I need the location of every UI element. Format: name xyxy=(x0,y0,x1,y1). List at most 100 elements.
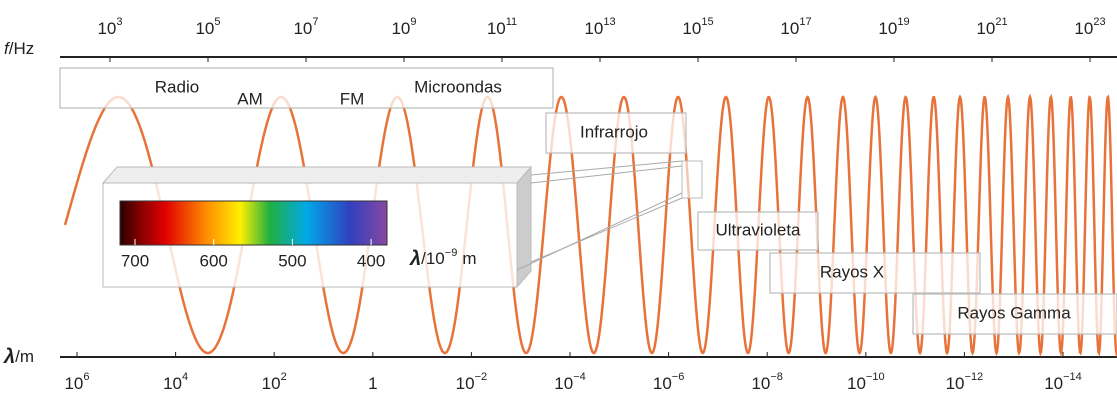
tick-base: 10 xyxy=(97,19,116,38)
tick-base: 10 xyxy=(584,19,603,38)
tick-base: 1 xyxy=(368,374,377,393)
tick-label: 10−14 xyxy=(1044,371,1082,394)
tick-base: 10 xyxy=(847,374,866,393)
tick-label: 600 xyxy=(200,251,228,270)
tick-label: 700 xyxy=(121,251,149,270)
xray-box xyxy=(769,252,981,294)
visible-gradient xyxy=(119,200,388,246)
visible-unit-exp: −9 xyxy=(445,247,458,259)
visible-window xyxy=(681,160,703,199)
tick-label: 1 xyxy=(368,374,377,393)
visible-axis-label: λ/10−9 m xyxy=(409,247,476,270)
tick-label: 1011 xyxy=(487,16,517,39)
region-label: Infrarrojo xyxy=(580,122,648,141)
connector xyxy=(516,192,683,271)
visible-light-box: λ/10−9 m 700 600 500 400 xyxy=(101,160,703,289)
tick-base: 10 xyxy=(391,19,410,38)
region-label: Microondas xyxy=(414,77,502,96)
visible-symbol: λ xyxy=(409,248,421,270)
tick-base: 10 xyxy=(653,374,672,393)
tick-label: 10−2 xyxy=(456,371,487,394)
tick-label: 10−8 xyxy=(751,371,782,394)
tick-exp: −2 xyxy=(475,371,488,383)
tick-base: 10 xyxy=(878,19,897,38)
region-label: FM xyxy=(340,89,365,108)
radio-box xyxy=(59,67,554,109)
tick-base: 10 xyxy=(456,374,475,393)
tick-exp: 2 xyxy=(281,371,287,383)
infrared-box xyxy=(545,112,687,154)
tick-base: 10 xyxy=(293,19,312,38)
tick-base: 10 xyxy=(1044,374,1063,393)
region-label: Rayos Gamma xyxy=(957,303,1071,322)
tick-label: 102 xyxy=(262,371,287,394)
tick-label: 1021 xyxy=(976,16,1007,39)
wavelength-axis-label: λ/m xyxy=(3,346,34,368)
tick-label: 1019 xyxy=(878,16,909,39)
wavelength-unit: /m xyxy=(15,347,34,366)
tick-exp: 13 xyxy=(603,16,615,28)
tick-label: 1017 xyxy=(780,16,811,39)
tick-exp: 3 xyxy=(116,16,122,28)
tick-label: 10−12 xyxy=(946,371,984,394)
tick-exp: −10 xyxy=(866,371,885,383)
tick-label: 106 xyxy=(64,371,89,394)
frequency-unit: /Hz xyxy=(9,39,35,58)
region-label: AM xyxy=(237,89,263,108)
visible-unit-suffix: m xyxy=(462,249,476,268)
tick-exp: 5 xyxy=(214,16,220,28)
tick-base: 10 xyxy=(682,19,701,38)
tick-label: 109 xyxy=(391,16,416,39)
ultraviolet-box xyxy=(697,211,819,251)
gamma-box xyxy=(912,293,1117,335)
tick-label: 1013 xyxy=(584,16,615,39)
tick-base: 10 xyxy=(163,374,182,393)
tick-base: 10 xyxy=(195,19,214,38)
tick-exp: 6 xyxy=(83,371,89,383)
tick-label: 1023 xyxy=(1074,16,1105,39)
tick-exp: 17 xyxy=(799,16,811,28)
region-label: Ultravioleta xyxy=(715,220,801,239)
box-top xyxy=(101,166,533,184)
tick-label: 104 xyxy=(163,371,188,394)
tick-label: 105 xyxy=(195,16,220,39)
tick-exp: 21 xyxy=(995,16,1007,28)
tick-exp: −14 xyxy=(1063,371,1082,383)
tick-exp: −4 xyxy=(573,371,586,383)
frequency-symbol: f xyxy=(4,39,11,58)
tick-base: 10 xyxy=(262,374,281,393)
connector xyxy=(530,160,683,176)
tick-base: 10 xyxy=(751,374,770,393)
tick-exp: −12 xyxy=(965,371,984,383)
tick-exp: 11 xyxy=(506,16,517,28)
tick-base: 10 xyxy=(1074,19,1093,38)
tick-label: 10−6 xyxy=(653,371,684,394)
tick-exp: 7 xyxy=(312,16,318,28)
tick-label: 10−4 xyxy=(554,371,585,394)
tick-label: 10−10 xyxy=(847,371,885,394)
tick-exp: 15 xyxy=(701,16,713,28)
tick-exp: −8 xyxy=(770,371,783,383)
wavelength-symbol: λ xyxy=(3,346,15,368)
connector xyxy=(530,165,683,184)
tick-label: 500 xyxy=(278,251,306,270)
tick-base: 10 xyxy=(554,374,573,393)
tick-exp: −6 xyxy=(672,371,685,383)
visible-unit: /10 xyxy=(421,249,445,268)
region-label: Radio xyxy=(155,77,199,96)
tick-exp: 19 xyxy=(897,16,909,28)
tick-base: 10 xyxy=(946,374,965,393)
tick-label: 107 xyxy=(293,16,318,39)
tick-base: 10 xyxy=(64,374,83,393)
tick-exp: 23 xyxy=(1093,16,1105,28)
tick-base: 10 xyxy=(976,19,995,38)
tick-exp: 4 xyxy=(182,371,188,383)
tick-base: 10 xyxy=(780,19,799,38)
tick-exp: 9 xyxy=(410,16,416,28)
region-label: Rayos X xyxy=(820,262,884,281)
frequency-axis-label: f/Hz xyxy=(4,39,34,58)
tick-label: 1015 xyxy=(682,16,713,39)
tick-label: 400 xyxy=(357,251,385,270)
tick-base: 10 xyxy=(487,19,506,38)
